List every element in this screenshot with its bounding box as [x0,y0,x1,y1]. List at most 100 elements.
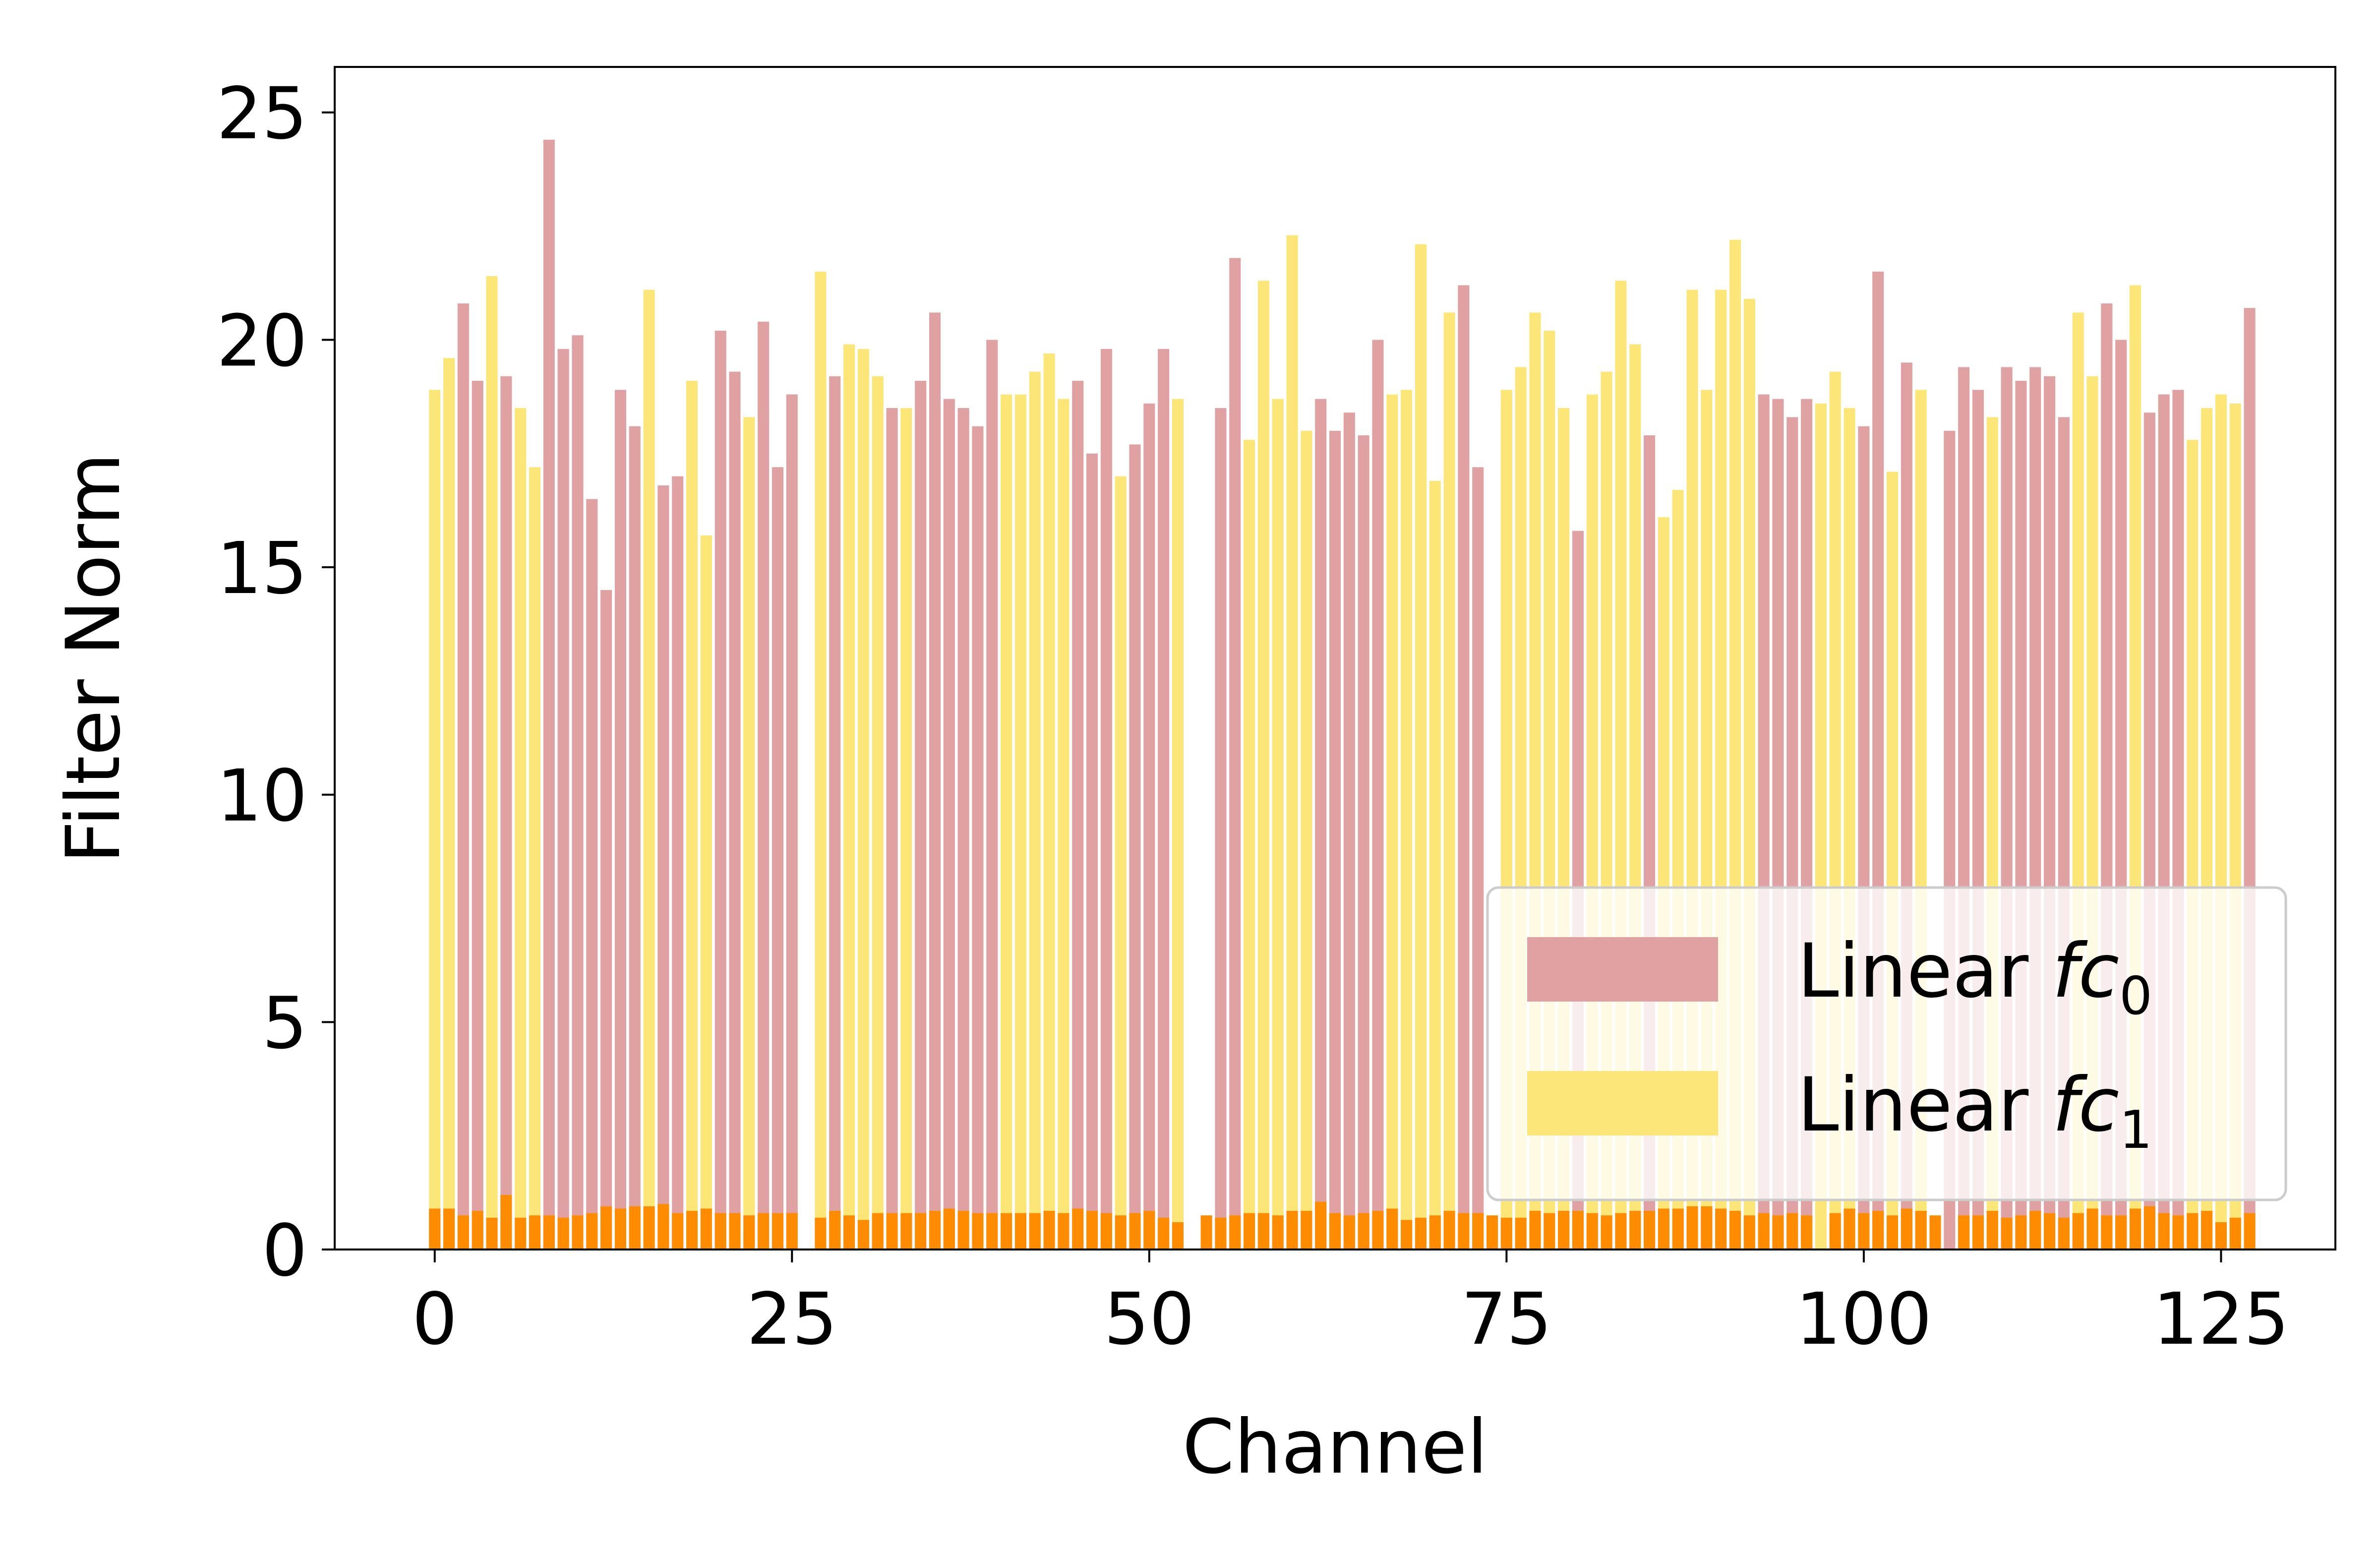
bar-series2-channel-10 [572,1215,584,1250]
bar-series2-channel-103 [1901,1208,1912,1250]
bar-series2-channel-48 [1115,1215,1127,1250]
bar-series2-channel-3 [472,1211,483,1250]
bar-series2-channel-71 [1443,1211,1455,1250]
bar-series1-channel-69 [1415,244,1427,1250]
bar-series0-channel-24 [772,467,783,1250]
bar-series0-channel-8 [543,139,555,1250]
bar-series2-channel-33 [900,1213,912,1250]
bar-series1-channel-57 [1244,440,1255,1250]
bar-series0-channel-65 [1358,435,1369,1250]
bar-series0-channel-46 [1086,453,1098,1250]
bar-series2-channel-38 [972,1213,984,1250]
bar-series0-channel-25 [786,394,798,1250]
legend: Linear fc0 Linear fc1 [1486,886,2287,1201]
bar-series2-channel-54 [1200,1215,1212,1250]
bar-series2-channel-74 [1487,1215,1498,1250]
bar-series2-channel-65 [1358,1213,1369,1250]
bar-series1-channel-61 [1301,430,1312,1250]
bar-series0-channel-49 [1129,444,1141,1250]
bar-series0-channel-45 [1072,380,1084,1250]
bar-series0-channel-55 [1215,408,1227,1250]
bar-series0-channel-39 [986,340,998,1250]
bar-series2-channel-47 [1100,1213,1112,1250]
bar-series1-channel-58 [1257,281,1269,1250]
bar-series1-channel-15 [643,290,655,1250]
bar-series2-channel-59 [1272,1215,1284,1250]
bar-series0-channel-2 [457,303,469,1250]
bar-series2-channel-35 [929,1211,941,1250]
bar-series2-channel-105 [1929,1215,1941,1250]
bar-series2-channel-18 [686,1211,698,1250]
bar-series0-channel-5 [500,376,512,1250]
bar-series2-channel-100 [1858,1213,1870,1250]
bar-series0-channel-21 [729,371,741,1250]
bar-series2-channel-109 [1986,1211,1998,1250]
x-tick-label: 25 [747,1277,837,1361]
bar-series2-channel-98 [1829,1213,1841,1250]
bar-series0-channel-56 [1229,258,1241,1250]
bar-series2-channel-50 [1143,1211,1155,1250]
bar-series2-channel-45 [1072,1208,1084,1250]
y-tick-label: 20 [217,299,307,382]
bar-series2-channel-87 [1672,1208,1684,1250]
bar-series2-channel-114 [2058,1217,2070,1250]
bar-series1-channel-70 [1429,480,1441,1250]
bar-series2-channel-27 [815,1217,827,1250]
bar-series2-channel-119 [2129,1208,2142,1250]
bar-series2-channel-72 [1458,1213,1470,1250]
bar-series2-channel-82 [1601,1215,1612,1250]
bar-series1-channel-44 [1058,399,1070,1250]
bar-series2-channel-120 [2143,1206,2155,1250]
bar-series2-channel-6 [515,1217,527,1250]
x-tick-label: 125 [2153,1277,2289,1361]
bar-series0-channel-35 [929,312,941,1250]
bar-series2-channel-101 [1872,1211,1884,1250]
bar-series0-channel-13 [614,390,626,1250]
y-tick-label: 25 [217,72,307,155]
bar-series2-channel-55 [1215,1217,1227,1250]
bar-series2-channel-121 [2158,1213,2170,1250]
bar-series2-channel-78 [1544,1213,1555,1250]
bar-series2-channel-107 [1958,1215,1970,1250]
bar-series2-channel-39 [986,1213,998,1250]
bar-series2-channel-17 [672,1213,684,1250]
bar-series2-channel-0 [429,1208,441,1250]
bar-series1-channel-7 [529,467,541,1250]
bar-series2-channel-69 [1415,1217,1427,1250]
bar-series2-channel-7 [529,1215,541,1250]
bar-series2-channel-95 [1786,1213,1798,1250]
bar-series0-channel-63 [1329,430,1341,1250]
bar-series2-channel-24 [772,1213,783,1250]
bar-series2-channel-113 [2044,1213,2056,1250]
bar-series2-channel-118 [2115,1215,2127,1250]
bar-series2-channel-51 [1158,1217,1170,1250]
bar-series2-channel-84 [1629,1211,1641,1250]
bar-series2-channel-68 [1401,1220,1413,1250]
bar-series2-channel-11 [586,1213,598,1250]
bar-series2-channel-14 [629,1206,641,1250]
bar-series2-channel-13 [614,1208,626,1250]
bar-series2-channel-43 [1043,1211,1055,1250]
bar-series1-channel-30 [857,349,869,1250]
bar-series2-channel-104 [1915,1211,1927,1250]
bar-series2-channel-2 [457,1215,469,1250]
bar-series2-channel-22 [743,1215,755,1250]
bar-series2-channel-62 [1315,1201,1327,1250]
bar-series1-channel-1 [443,358,455,1250]
bar-series2-channel-73 [1472,1213,1484,1250]
bar-series2-channel-124 [2201,1211,2213,1250]
bar-series0-channel-50 [1143,403,1155,1250]
bar-series0-channel-17 [672,476,684,1250]
x-tick-label: 75 [1461,1277,1552,1361]
bar-series2-channel-86 [1658,1208,1669,1250]
bar-series2-channel-21 [729,1213,741,1250]
bar-series2-channel-20 [714,1213,726,1250]
bar-series2-channel-115 [2072,1213,2084,1250]
bar-series0-channel-73 [1472,467,1484,1250]
bar-series1-channel-22 [743,417,755,1250]
x-axis-label: Channel [1183,1404,1488,1490]
bar-series1-channel-6 [515,408,527,1250]
bar-series2-channel-40 [1001,1213,1012,1250]
bar-series2-channel-99 [1844,1208,1855,1250]
bar-series1-channel-52 [1172,399,1184,1250]
